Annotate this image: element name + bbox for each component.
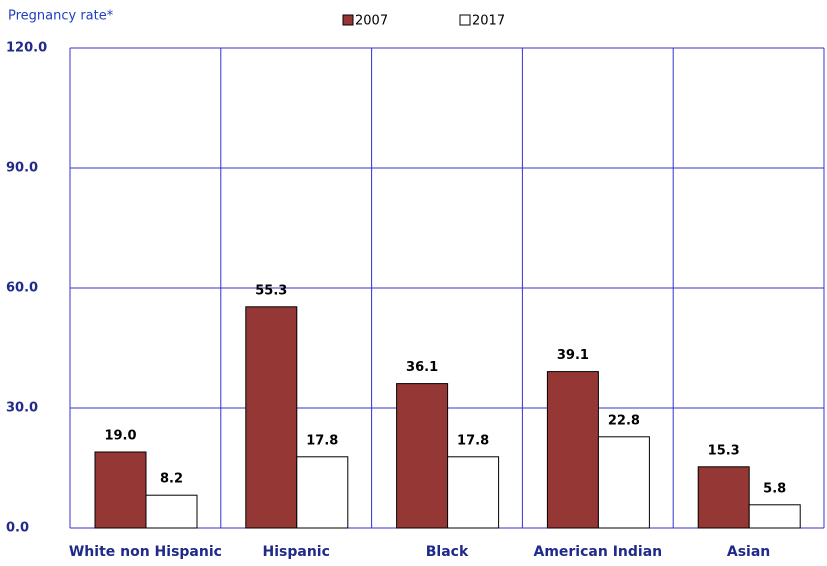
legend-swatch bbox=[342, 14, 354, 26]
y-tick-label: 60.0 bbox=[6, 281, 38, 296]
data-label: 17.8 bbox=[306, 433, 338, 448]
bar bbox=[748, 504, 801, 529]
data-label: 22.8 bbox=[608, 413, 640, 428]
data-label: 36.1 bbox=[406, 360, 438, 375]
data-label: 5.8 bbox=[763, 481, 786, 496]
data-label: 17.8 bbox=[457, 433, 489, 448]
y-tick-label: 30.0 bbox=[6, 401, 38, 416]
bar bbox=[447, 456, 500, 529]
legend-label: 2007 bbox=[355, 14, 388, 29]
data-label: 8.2 bbox=[160, 472, 183, 487]
bar bbox=[94, 451, 147, 529]
bar bbox=[546, 371, 599, 529]
data-label: 55.3 bbox=[255, 283, 287, 298]
bar bbox=[245, 306, 298, 529]
bar bbox=[396, 383, 449, 529]
data-label: 39.1 bbox=[557, 348, 589, 363]
legend-swatch bbox=[459, 14, 471, 26]
y-tick-label: 90.0 bbox=[6, 161, 38, 176]
legend-label: 2017 bbox=[472, 14, 505, 29]
x-tick-label: Hispanic bbox=[263, 544, 330, 560]
data-label: 19.0 bbox=[104, 429, 136, 444]
x-tick-label: American Indian bbox=[533, 544, 662, 560]
bar bbox=[697, 466, 750, 529]
x-tick-label: White non Hispanic bbox=[69, 544, 222, 560]
y-axis-label: Pregnancy rate* bbox=[8, 9, 114, 24]
y-tick-label: 120.0 bbox=[6, 41, 47, 56]
bar bbox=[296, 456, 349, 529]
data-label: 15.3 bbox=[708, 443, 740, 458]
bar bbox=[597, 436, 650, 529]
x-tick-label: Black bbox=[426, 544, 469, 560]
y-tick-label: 0.0 bbox=[6, 521, 29, 536]
x-tick-label: Asian bbox=[727, 544, 770, 560]
bar bbox=[145, 494, 198, 529]
